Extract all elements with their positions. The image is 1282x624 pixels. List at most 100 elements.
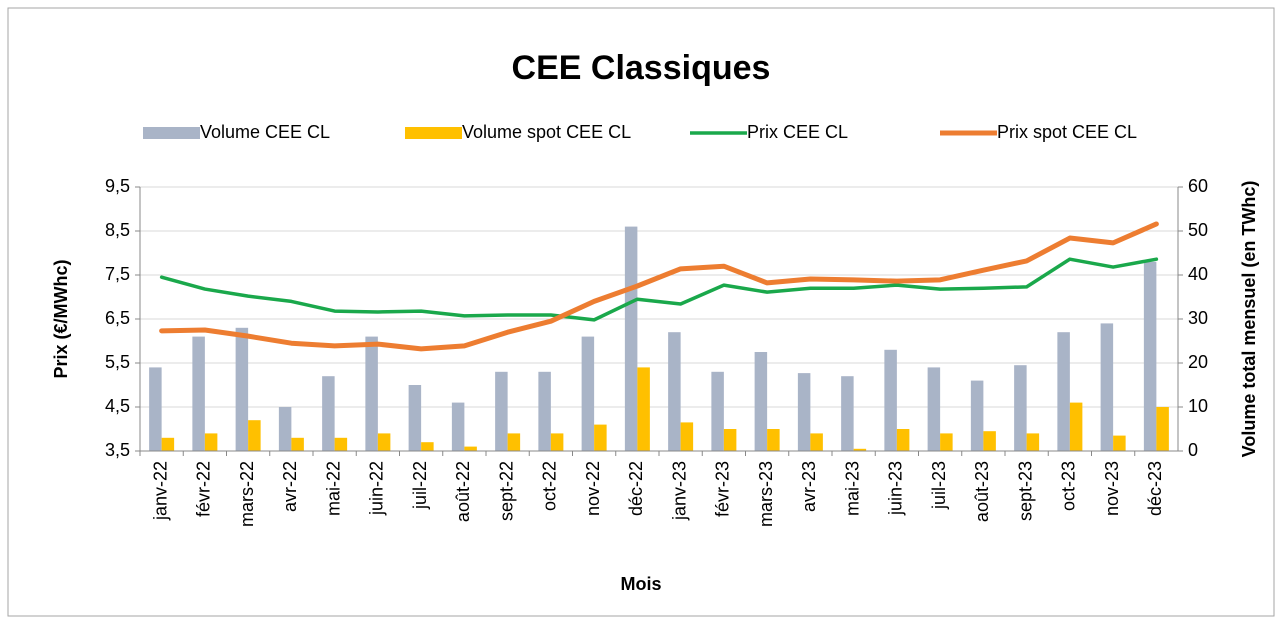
x-tick-label: mai-23 bbox=[842, 461, 862, 516]
legend-label: Prix CEE CL bbox=[747, 122, 848, 142]
y2-tick-label: 30 bbox=[1188, 308, 1208, 328]
x-tick-label: juin-22 bbox=[367, 461, 387, 516]
bar bbox=[192, 336, 205, 451]
x-tick-label: déc-23 bbox=[1145, 461, 1165, 516]
bar bbox=[421, 442, 434, 451]
bar bbox=[1014, 365, 1027, 451]
y-tick-label: 7,5 bbox=[105, 264, 130, 284]
bar bbox=[550, 433, 564, 451]
legend-swatch bbox=[143, 127, 200, 139]
y-tick-label: 5,5 bbox=[105, 352, 130, 372]
x-tick-label: juil-23 bbox=[929, 461, 949, 510]
x-tick-label: juin-23 bbox=[886, 461, 906, 516]
y-tick-label: 9,5 bbox=[105, 176, 130, 196]
bar bbox=[680, 422, 694, 451]
x-axis-title: Mois bbox=[620, 574, 661, 594]
bar bbox=[723, 429, 737, 451]
x-tick-label: oct-23 bbox=[1059, 461, 1079, 511]
x-tick-label: avr-23 bbox=[799, 461, 819, 512]
bar bbox=[581, 336, 595, 451]
y2-axis-title: Volume total mensuel (en TWhc) bbox=[1239, 181, 1259, 458]
x-tick-label: août-23 bbox=[972, 461, 992, 522]
bar bbox=[322, 376, 335, 451]
bar bbox=[940, 433, 953, 451]
bar bbox=[983, 431, 996, 451]
bar bbox=[810, 433, 823, 451]
x-tick-label: nov-23 bbox=[1102, 461, 1122, 516]
bar bbox=[1057, 332, 1070, 451]
bar bbox=[711, 371, 724, 451]
bar bbox=[278, 407, 292, 451]
bar bbox=[624, 226, 638, 451]
bar bbox=[896, 429, 910, 451]
bar bbox=[538, 371, 551, 451]
x-tick-label: mai-22 bbox=[323, 461, 343, 516]
bar bbox=[365, 336, 378, 451]
bar bbox=[248, 420, 261, 451]
bar bbox=[149, 367, 162, 451]
bar bbox=[1143, 261, 1157, 451]
bar bbox=[1113, 435, 1126, 451]
y2-tick-label: 20 bbox=[1188, 352, 1208, 372]
bar bbox=[291, 437, 304, 451]
x-tick-label: mars-23 bbox=[756, 461, 776, 527]
bar bbox=[408, 385, 422, 451]
bar bbox=[377, 433, 391, 451]
bar bbox=[767, 429, 780, 451]
bar bbox=[1069, 402, 1083, 451]
y2-tick-label: 40 bbox=[1188, 264, 1208, 284]
x-tick-label: avr-22 bbox=[280, 461, 300, 512]
bar bbox=[1100, 323, 1114, 451]
legend-label: Prix spot CEE CL bbox=[997, 122, 1137, 142]
y2-tick-label: 60 bbox=[1188, 176, 1208, 196]
bar bbox=[161, 437, 175, 451]
x-tick-label: janv-23 bbox=[669, 461, 689, 521]
legend-label: Volume spot CEE CL bbox=[462, 122, 631, 142]
chart-title: CEE Classiques bbox=[512, 49, 771, 87]
y-axis-title: Prix (€/MWhc) bbox=[51, 259, 71, 378]
bar bbox=[204, 433, 218, 451]
line bbox=[159, 257, 1159, 322]
y2-tick-label: 0 bbox=[1188, 440, 1198, 460]
bar bbox=[594, 424, 607, 451]
bar bbox=[1156, 407, 1169, 451]
bar bbox=[927, 367, 941, 451]
bar bbox=[754, 352, 768, 451]
x-tick-label: juil-22 bbox=[410, 461, 430, 510]
x-tick-label: mars-22 bbox=[237, 461, 257, 527]
bar bbox=[464, 446, 477, 451]
bar bbox=[235, 327, 249, 451]
bar bbox=[507, 433, 521, 451]
line bbox=[159, 221, 1159, 352]
x-tick-label: déc-22 bbox=[626, 461, 646, 516]
bar bbox=[637, 367, 650, 451]
x-tick-label: août-22 bbox=[453, 461, 473, 522]
bar bbox=[797, 373, 811, 451]
legend-label: Volume CEE CL bbox=[200, 122, 330, 142]
y-tick-label: 4,5 bbox=[105, 396, 130, 416]
bar bbox=[970, 380, 984, 451]
x-tick-label: févr-22 bbox=[194, 461, 214, 517]
y2-tick-label: 50 bbox=[1188, 220, 1208, 240]
y-tick-label: 8,5 bbox=[105, 220, 130, 240]
y-tick-label: 3,5 bbox=[105, 440, 130, 460]
bar bbox=[451, 402, 465, 451]
bar bbox=[841, 376, 854, 451]
x-tick-label: sept-22 bbox=[496, 461, 516, 521]
bar bbox=[884, 349, 897, 451]
bar bbox=[334, 437, 348, 451]
y-tick-label: 6,5 bbox=[105, 308, 130, 328]
x-tick-label: févr-23 bbox=[713, 461, 733, 517]
bar bbox=[668, 332, 681, 451]
chart-border bbox=[7, 7, 1275, 617]
x-tick-label: sept-23 bbox=[1015, 461, 1035, 521]
bar bbox=[495, 371, 508, 451]
legend-swatch bbox=[405, 127, 462, 139]
bar bbox=[853, 448, 867, 451]
x-tick-label: nov-22 bbox=[583, 461, 603, 516]
y2-tick-label: 10 bbox=[1188, 396, 1208, 416]
x-tick-label: janv-22 bbox=[150, 461, 170, 521]
x-tick-label: oct-22 bbox=[540, 461, 560, 511]
bar bbox=[1026, 433, 1040, 451]
